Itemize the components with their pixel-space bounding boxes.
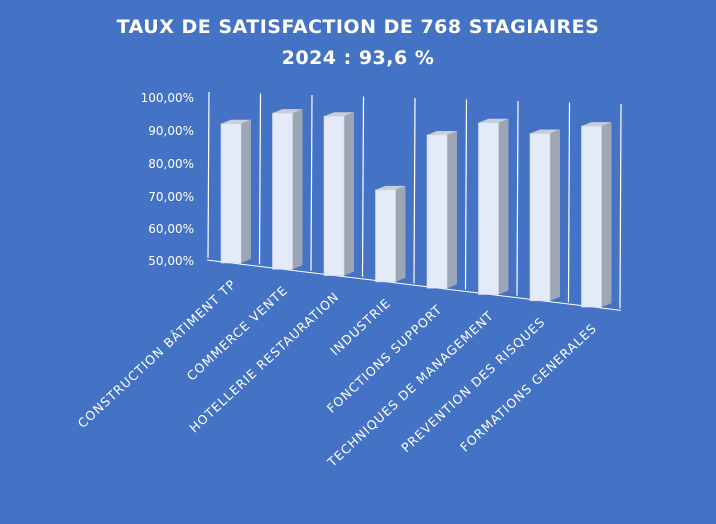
bar-side — [395, 185, 406, 282]
bar-front — [478, 122, 499, 295]
bar-front — [323, 115, 345, 276]
bar-side — [292, 109, 303, 270]
bar — [220, 119, 251, 264]
bar-side — [447, 130, 457, 289]
bars — [220, 109, 612, 308]
y-tick-label: 100,00% — [141, 91, 194, 105]
wall-divider-line — [464, 99, 468, 290]
wall-divider-line — [567, 102, 571, 303]
wall-divider-line — [619, 103, 622, 309]
x-category-label: COMMERCE VENTE — [184, 283, 291, 384]
wall-divider-line — [310, 94, 313, 271]
y-axis-ticks: 50,00% 60,00% 70,00% 80,00% 90,00% 100,00% — [141, 91, 194, 268]
bar — [529, 129, 560, 302]
bar — [478, 118, 509, 295]
y-tick-label: 70,00% — [148, 190, 194, 204]
bar-top — [221, 119, 251, 124]
bar-top — [581, 122, 612, 127]
bar-side — [241, 119, 251, 264]
bar — [323, 112, 354, 276]
wall-divider-line — [516, 100, 519, 296]
bar-front — [426, 134, 448, 289]
bar-side — [550, 129, 560, 301]
chart-title: TAUX DE SATISFACTION DE 768 STAGIAIRES — [116, 16, 600, 38]
bar-front — [220, 123, 242, 264]
wall-divider-line — [207, 91, 210, 259]
bar-top — [530, 129, 560, 134]
bar-top — [272, 109, 303, 114]
y-tick-label: 90,00% — [148, 124, 194, 138]
y-tick-label: 60,00% — [148, 222, 194, 236]
bar-front — [272, 112, 293, 270]
chart-title-block: TAUX DE SATISFACTION DE 768 STAGIAIRES 2… — [0, 12, 716, 74]
bar-top — [324, 112, 354, 117]
x-category-label: FONCTIONS SUPPORT — [324, 301, 445, 416]
bar — [426, 130, 457, 289]
bar — [581, 122, 612, 308]
wall-divider-line — [361, 96, 365, 277]
bar-side — [498, 118, 509, 295]
bar-top — [427, 130, 457, 135]
chart-subtitle: 2024 : 93,6 % — [281, 47, 435, 69]
wall-divider-line — [258, 93, 262, 265]
bar-front — [529, 133, 551, 302]
bar-top — [375, 185, 406, 190]
bar-top — [478, 118, 509, 123]
y-tick-label: 80,00% — [148, 157, 194, 171]
bar-side — [344, 112, 354, 276]
y-tick-label: 50,00% — [148, 254, 194, 268]
bar — [272, 109, 303, 270]
bar-side — [601, 122, 612, 308]
bar-front — [581, 125, 602, 308]
wall-divider-line — [413, 97, 416, 284]
bar — [375, 185, 406, 283]
bar-front — [375, 189, 396, 283]
